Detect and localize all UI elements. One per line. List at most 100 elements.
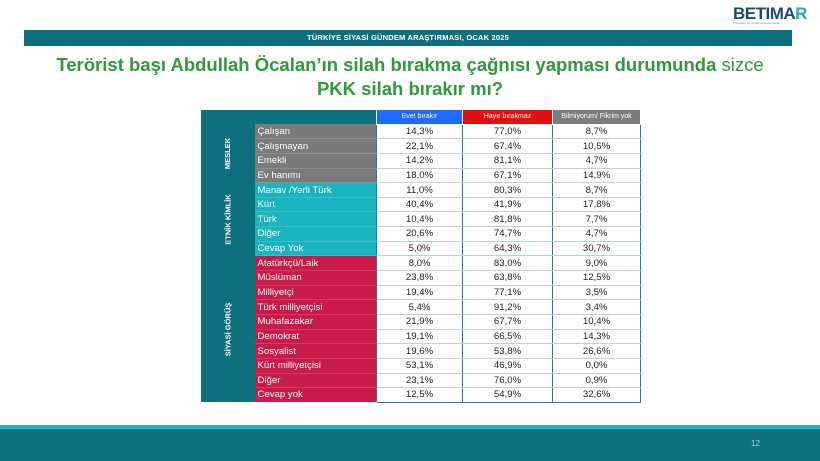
row-label: Emekli <box>254 153 377 169</box>
value-cell: 7,7% <box>552 211 641 228</box>
row-label: Atatürkçü/Laik <box>254 255 377 272</box>
table-row: Diğer 23,1% 76,0% 0,9% <box>201 373 641 389</box>
value-cell: 14,3% <box>552 329 641 345</box>
value-cell: 91,2% <box>462 299 553 315</box>
value-cell: 10,5% <box>552 138 641 154</box>
value-cell: 77,0% <box>462 124 553 140</box>
betimar-logo: BETIMAR Yönetişim ve Uzlaşma Araştırmala… <box>733 4 817 25</box>
value-cell: 14,9% <box>552 168 641 184</box>
row-label: Ev hanımı <box>254 168 377 184</box>
value-cell: 32,6% <box>552 387 641 403</box>
logo-text: BETIMAR <box>733 4 807 23</box>
row-label: Müslüman <box>254 270 377 286</box>
value-cell: 3,5% <box>552 285 641 301</box>
table-row: Muhafazakar 21,9% 67,7% 10,4% <box>201 314 641 330</box>
value-cell: 12,5% <box>552 270 641 286</box>
row-label: Cevap yok <box>254 387 377 403</box>
value-cell: 53,1% <box>376 358 463 374</box>
value-cell: 63,8% <box>462 270 553 286</box>
header-evet: Evet bırakır <box>376 109 463 125</box>
table-row: Müslüman 23,8% 63,8% 12,5% <box>201 270 641 286</box>
value-cell: 20,6% <box>376 226 463 242</box>
table-row: Ev hanımı 18,0% 67,1% 14,9% <box>201 168 641 184</box>
value-cell: 8,7% <box>552 182 641 198</box>
value-cell: 18,0% <box>376 168 463 184</box>
value-cell: 53,8% <box>462 343 553 359</box>
value-cell: 12,5% <box>376 387 463 403</box>
group-label: SİYASİ GÖRÜŞ <box>201 255 255 403</box>
value-cell: 10,4% <box>552 314 641 330</box>
survey-header-bar: TÜRKİYE SİYASİ GÜNDEM ARAŞTIRMASI, OCAK … <box>24 30 792 46</box>
value-cell: 80,3% <box>462 182 553 198</box>
value-cell: 64,3% <box>462 241 553 257</box>
value-cell: 0,9% <box>552 373 641 389</box>
value-cell: 23,1% <box>376 373 463 389</box>
row-label: Milliyetçi <box>254 285 377 301</box>
table-row: ETNİK KİMLİK Manav /Yerli Türk 11,0% 80,3% 8… <box>201 182 641 256</box>
value-cell: 22,1% <box>376 138 463 154</box>
logo-subtitle: Yönetişim ve Uzlaşma Araştırmaları <box>733 21 781 25</box>
value-cell: 10,4% <box>376 211 463 228</box>
table-row: Cevap yok 12,5% 54,9% 32,6% <box>201 387 641 403</box>
value-cell: 8,7% <box>552 124 641 140</box>
value-cell: 21,9% <box>376 314 463 330</box>
value-cell: 67,1% <box>462 168 553 184</box>
value-cell: 17,8% <box>552 197 641 213</box>
value-cell: 8,0% <box>376 255 463 272</box>
value-cell: 26,6% <box>552 343 641 359</box>
results-table: Evet bırakır Hayır bırakmaz Bilmiyorum/ … <box>201 109 641 403</box>
row-label: Kürt <box>254 197 377 213</box>
table-row: Cevap Yok 5,0% 64,3% 30,7% <box>201 241 641 257</box>
row-label: Türk milliyetçisi <box>254 299 377 315</box>
value-cell: 77,1% <box>462 285 553 301</box>
table-row: SİYASİ GÖRÜŞ Atatürkçü/Laik 8,0% 83,0% 9,0% <box>201 255 641 403</box>
table-row: Emekli 14,2% 81,1% 4,7% <box>201 153 641 169</box>
row-label: Manav /Yerli Türk <box>254 182 377 198</box>
value-cell: 5,0% <box>376 241 463 257</box>
table-row: MESLEK Çalışan 14,3% 77,0% 8,7% <box>201 124 641 183</box>
value-cell: 5,4% <box>376 299 463 315</box>
value-cell: 14,3% <box>376 124 463 140</box>
value-cell: 40,4% <box>376 197 463 213</box>
value-cell: 54,9% <box>462 387 553 403</box>
value-cell: 14,2% <box>376 153 463 169</box>
header-blank <box>201 109 377 125</box>
value-cell: 23,8% <box>376 270 463 286</box>
table-row: Kürt 40,4% 41,9% 17,8% <box>201 197 641 213</box>
value-cell: 81,8% <box>462 211 553 228</box>
row-label: Cevap Yok <box>254 241 377 257</box>
table-row: Türk milliyetçisi 5,4% 91,2% 3,4% <box>201 299 641 315</box>
value-cell: 81,1% <box>462 153 553 169</box>
value-cell: 30,7% <box>552 241 641 257</box>
table-row: Demokrat 19,1% 66,5% 14,3% <box>201 329 641 345</box>
row-label: Çalışmayan <box>254 138 377 154</box>
value-cell: 19,1% <box>376 329 463 345</box>
table-row: Diğer 20,6% 74,7% 4,7% <box>201 226 641 242</box>
value-cell: 11,0% <box>376 182 463 198</box>
value-cell: 67,4% <box>462 138 553 154</box>
row-label: Kürt milliyetçisi <box>254 358 377 374</box>
value-cell: 4,7% <box>552 153 641 169</box>
value-cell: 74,7% <box>462 226 553 242</box>
table-row: Kürt milliyetçisi 53,1% 46,9% 0,0% <box>201 358 641 374</box>
row-label: Çalışan <box>254 124 377 140</box>
table-row: Çalışmayan 22,1% 67,4% 10,5% <box>201 138 641 154</box>
row-label: Diğer <box>254 226 377 242</box>
value-cell: 9,0% <box>552 255 641 272</box>
footer-bar: 12 <box>0 425 820 461</box>
group-label: MESLEK <box>201 124 255 183</box>
value-cell: 0,0% <box>552 358 641 374</box>
slide-title-line1: Terörist başı Abdullah Öcalan’ın silah b… <box>56 54 764 75</box>
header-bilmiyorum: Bilmiyorum/ Fikrim yok <box>552 109 641 125</box>
value-cell: 46,9% <box>462 358 553 374</box>
value-cell: 66,5% <box>462 329 553 345</box>
table-row: Milliyetçi 19,4% 77,1% 3,5% <box>201 285 641 301</box>
table-header-row: Evet bırakır Hayır bırakmaz Bilmiyorum/ … <box>201 109 641 125</box>
group-label: ETNİK KİMLİK <box>201 182 255 256</box>
slide-title-line2: PKK silah bırakır mı? <box>316 78 504 99</box>
value-cell: 41,9% <box>462 197 553 213</box>
value-cell: 67,7% <box>462 314 553 330</box>
value-cell: 19,6% <box>376 343 463 359</box>
value-cell: 4,7% <box>552 226 641 242</box>
header-hayir: Hayır bırakmaz <box>462 109 553 125</box>
